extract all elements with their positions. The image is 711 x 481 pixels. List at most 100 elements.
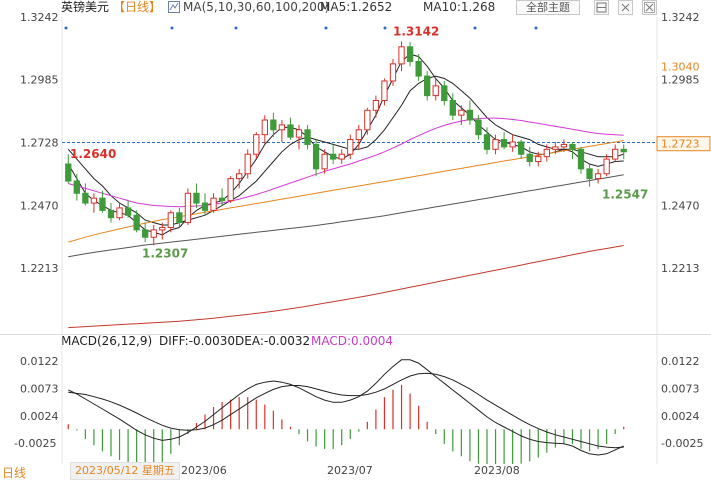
candle-body <box>509 141 516 148</box>
candle-body <box>518 141 525 155</box>
price-tag: 1.3040 <box>661 60 700 73</box>
ma10-value: MA10:1.268 <box>423 0 496 14</box>
chart-header: 英镑美元 【日线】 MA(5,10,30,60,100,200) MA5:1.2… <box>0 0 711 16</box>
theme-button[interactable]: 全部主题 <box>516 0 580 15</box>
x-label-jun: 2023/06 <box>181 464 227 477</box>
candle-body <box>432 85 439 97</box>
diff-value: DIFF:-0.0030 <box>159 334 236 348</box>
x-label-aug: 2023/08 <box>474 464 520 477</box>
candle-body <box>483 134 491 150</box>
candle-body <box>133 214 140 231</box>
candle-body <box>586 168 593 180</box>
ma30-line <box>68 117 624 208</box>
candle-body <box>99 197 106 211</box>
candle-body <box>466 109 474 121</box>
candle-body <box>312 143 320 170</box>
settings-icon-glyph <box>621 3 630 12</box>
macd-value: MACD:0.0004 <box>311 334 394 348</box>
price-tick-left: 1.2728 <box>20 136 59 149</box>
candle-body <box>381 80 388 101</box>
dea-value: DEA:-0.0032 <box>235 334 311 348</box>
candle-body <box>218 197 226 202</box>
settings-icon[interactable] <box>618 0 633 15</box>
macd-tick-left: 0.0024 <box>20 410 59 423</box>
dea-line <box>68 372 624 449</box>
ma5-value: MA5:1.2652 <box>320 0 393 14</box>
ma60-line <box>68 140 624 243</box>
candle-body <box>569 143 576 150</box>
grid-icon[interactable] <box>168 1 180 13</box>
price-tick-left: 1.2985 <box>20 74 59 87</box>
x-label-jul: 2023/07 <box>327 464 373 477</box>
candle-body <box>261 119 268 136</box>
candle-body <box>500 139 508 148</box>
event-dot <box>473 26 477 30</box>
price-tick-right: 1.2985 <box>661 74 700 87</box>
event-dot <box>534 26 538 30</box>
candle-body <box>82 192 89 204</box>
layout-icon-glyph <box>596 2 607 13</box>
candle-body <box>321 153 328 170</box>
price-tick-left: 1.2213 <box>20 262 59 275</box>
price-tag-box <box>657 59 710 74</box>
close-icon[interactable] <box>642 0 657 15</box>
price-annotation: 1.3142 <box>393 24 439 38</box>
candle-body <box>543 148 550 158</box>
candle-body <box>287 124 294 138</box>
candle-body <box>526 153 533 163</box>
event-dot <box>170 26 174 30</box>
macd-tick-right: 0.0024 <box>661 410 700 423</box>
period-label[interactable]: 【日线】 <box>113 0 162 14</box>
close-icon-glyph <box>644 2 655 13</box>
grid-icon-glyph <box>169 2 179 11</box>
macd-tick-right: -0.0025 <box>661 437 703 450</box>
date-tag: 2023/05/12 星期五 <box>70 462 180 480</box>
candle-body <box>577 148 585 170</box>
ma10-line <box>67 75 624 226</box>
instrument-title[interactable]: 英镑美元 <box>61 0 110 14</box>
event-dot <box>383 26 387 30</box>
macd-tick-left: -0.0025 <box>14 437 56 450</box>
candle-body <box>295 129 303 138</box>
candle-body <box>244 153 251 175</box>
event-dot <box>324 26 328 30</box>
candle-body <box>107 209 115 219</box>
candle-body <box>372 99 380 111</box>
candle-body <box>389 63 397 82</box>
price-tick-left: 1.2470 <box>20 199 59 212</box>
candle-body <box>150 229 157 238</box>
macd-params: MACD(26,12,9) <box>61 334 153 348</box>
layout-icon[interactable] <box>594 0 609 15</box>
macd-chart[interactable]: 0.0122 0.0122 0.0073 0.0073 0.0024 0.0024 -0.0… <box>0 334 711 464</box>
candle-body <box>253 134 260 155</box>
candle-body <box>364 109 371 131</box>
candle-body <box>304 129 311 145</box>
price-annotation: 1.2640 <box>70 147 116 161</box>
candle-body <box>594 173 602 180</box>
price-annotation: 1.2547 <box>602 188 648 202</box>
macd-tick-left: 0.0073 <box>20 382 59 395</box>
candle-body <box>167 212 174 228</box>
candle-body <box>552 146 559 150</box>
macd-tick-left: 0.0122 <box>20 355 59 368</box>
ma5-line <box>67 53 624 236</box>
candle-body <box>193 192 200 204</box>
macd-tick-right: 0.0122 <box>661 355 700 368</box>
candle-body <box>236 173 243 180</box>
ma200-line <box>68 245 624 329</box>
candle-body <box>415 60 422 77</box>
candle-body <box>424 75 431 97</box>
price-chart[interactable]: 1.32421.32421.29851.29851.27281.27281.24… <box>0 0 711 334</box>
price-tag: 1.2723 <box>661 138 700 151</box>
macd-header: MACD(26,12,9) DIFF:-0.0030 DEA:-0.0032 M… <box>0 334 711 350</box>
candle-body <box>535 156 542 163</box>
candle-body <box>227 178 234 202</box>
candle-body <box>441 85 448 101</box>
candle-body <box>65 163 72 182</box>
candle-body <box>73 180 80 194</box>
event-dot <box>234 26 238 30</box>
price-annotation: 1.2307 <box>142 246 188 260</box>
price-tick-right: 1.2470 <box>661 199 700 212</box>
candle-body <box>278 124 286 131</box>
footer-period[interactable]: 日线 <box>2 466 27 480</box>
